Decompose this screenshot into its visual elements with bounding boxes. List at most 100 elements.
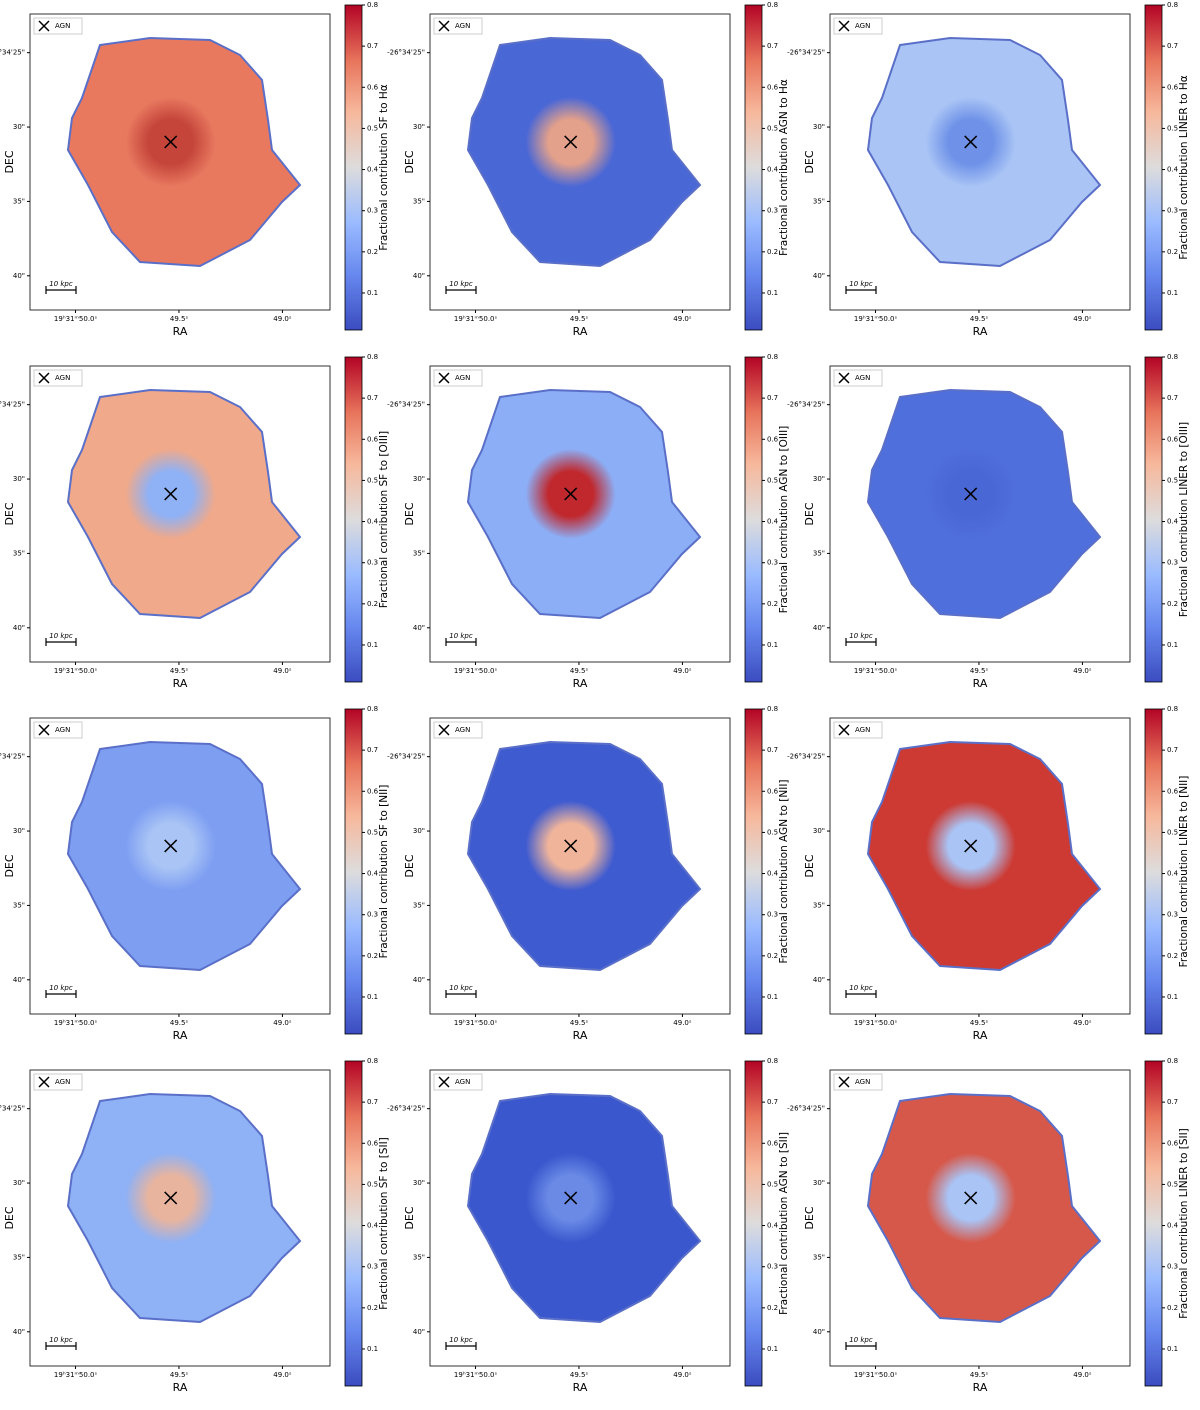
colorbar-tick-label: 0.1 (767, 1345, 778, 1353)
scale-bar-label: 10 kpc (449, 1336, 473, 1344)
emission-map (866, 388, 1102, 620)
legend-label: AGN (455, 22, 470, 30)
y-tick-label: 35" (413, 901, 425, 909)
x-tick-label: 19ʰ31ᵐ50.0ˢ (454, 1371, 498, 1379)
y-tick-label: -26°34'25" (0, 1105, 25, 1113)
y-tick-label: 35" (813, 901, 825, 909)
legend-box (433, 17, 483, 35)
y-tick-label: 30" (813, 123, 825, 131)
colorbar-tick-label: 0.1 (367, 993, 378, 1001)
legend-box (833, 369, 883, 387)
colorbar-tick-label: 0.4 (1167, 166, 1179, 174)
colorbar-tick-label: 0.8 (1167, 1, 1178, 9)
y-tick-label: 40" (813, 1328, 825, 1336)
emission-map (466, 36, 702, 268)
legend-label: AGN (855, 1078, 870, 1086)
colorbar-tick-label: 0.8 (367, 353, 378, 361)
colorbar-tick-label: 0.8 (767, 1, 778, 9)
legend-box (433, 1073, 483, 1091)
colorbar-label: Fractional contribution LINER to [NII] (1178, 776, 1190, 968)
colorbar-tick-label: 0.1 (367, 641, 378, 649)
scale-bar-label: 10 kpc (49, 280, 73, 288)
scale-bar (845, 286, 877, 294)
colorbar-tick-label: 0.1 (1167, 289, 1178, 297)
emission-map (66, 740, 302, 972)
colorbar-tick-label: 0.6 (367, 435, 379, 443)
colorbar-tick-label: 0.5 (367, 828, 378, 836)
scale-bar (45, 286, 77, 294)
colorbar-tick-label: 0.5 (1167, 828, 1178, 836)
colorbar-tick-label: 0.7 (1167, 746, 1178, 754)
y-tick-label: 30" (813, 1179, 825, 1187)
y-axis-label: DEC (803, 150, 816, 173)
x-axis-label: RA (173, 677, 188, 690)
legend-box (33, 369, 83, 387)
colorbar-tick-label: 0.2 (1167, 600, 1178, 608)
axes-frame (29, 717, 331, 1015)
y-tick-label: -26°34'25" (0, 401, 25, 409)
x-tick-label: 49.5ˢ (570, 667, 589, 675)
colorbar (744, 1060, 763, 1387)
y-tick-label: 40" (13, 624, 25, 632)
colorbar-label: Fractional contribution SF to [OIII] (378, 431, 390, 608)
x-tick-label: 49.5ˢ (170, 1019, 189, 1027)
y-tick-label: -26°34'25" (787, 401, 825, 409)
y-tick-label: -26°34'25" (387, 753, 425, 761)
x-axis-label: RA (573, 325, 588, 338)
colorbar-tick-label: 0.6 (1167, 83, 1179, 91)
scale-bar (445, 286, 477, 294)
colorbar-tick-label: 0.6 (767, 787, 779, 795)
colorbar-tick-label: 0.7 (1167, 1098, 1178, 1106)
y-tick-label: 35" (13, 197, 25, 205)
x-tick-label: 49.0ˢ (1073, 1371, 1092, 1379)
y-tick-label: -26°34'25" (387, 1105, 425, 1113)
colorbar-tick-label: 0.6 (367, 787, 379, 795)
x-axis-label: RA (573, 1029, 588, 1042)
colorbar-tick-label: 0.6 (767, 435, 779, 443)
colorbar-tick-label: 0.3 (367, 1263, 378, 1271)
legend-label: AGN (55, 22, 70, 30)
x-tick-label: 49.0ˢ (1073, 667, 1092, 675)
colorbar-tick-label: 0.3 (767, 207, 778, 215)
x-tick-label: 19ʰ31ᵐ50.0ˢ (454, 1019, 498, 1027)
colorbar-tick-label: 0.5 (767, 1180, 778, 1188)
colorbar-tick-label: 0.4 (1167, 518, 1179, 526)
colorbar-tick-label: 0.5 (767, 124, 778, 132)
colorbar-tick-label: 0.5 (1167, 124, 1178, 132)
legend-box (833, 17, 883, 35)
legend-marker (38, 20, 50, 32)
x-tick-label: 49.0ˢ (673, 667, 692, 675)
y-tick-label: 35" (813, 549, 825, 557)
agn-marker (564, 1191, 578, 1205)
axes-frame (29, 1069, 331, 1367)
x-tick-label: 19ʰ31ᵐ50.0ˢ (454, 667, 498, 675)
colorbar-label: Fractional contribution LINER to [SII] (1178, 1128, 1190, 1319)
agn-marker (964, 1191, 978, 1205)
colorbar-tick-label: 0.3 (367, 207, 378, 215)
x-tick-label: 49.5ˢ (970, 667, 989, 675)
axes-frame (429, 1069, 731, 1367)
colorbar-tick-label: 0.4 (367, 518, 379, 526)
y-tick-label: 35" (813, 1253, 825, 1261)
scale-bar (45, 990, 77, 998)
y-axis-label: DEC (3, 150, 16, 173)
y-axis-label: DEC (403, 150, 416, 173)
emission-map (66, 36, 302, 268)
scale-bar (45, 638, 77, 646)
colorbar-tick-label: 0.8 (767, 1057, 778, 1065)
colorbar-tick-label: 0.2 (367, 600, 378, 608)
x-tick-label: 49.5ˢ (170, 315, 189, 323)
colorbar (744, 356, 763, 683)
colorbar-tick-label: 0.6 (767, 1139, 779, 1147)
colorbar-label: Fractional contribution SF to [SII] (378, 1137, 390, 1310)
legend-label: AGN (55, 726, 70, 734)
axes-frame (829, 13, 1131, 311)
scale-bar-label: 10 kpc (449, 280, 473, 288)
axes-frame (429, 365, 731, 663)
colorbar-tick-label: 0.2 (367, 1304, 378, 1312)
colorbar-tick-label: 0.6 (1167, 435, 1179, 443)
emission-map (66, 388, 302, 620)
colorbar-tick-label: 0.6 (1167, 787, 1179, 795)
y-axis-label: DEC (403, 1206, 416, 1229)
scale-bar (845, 1342, 877, 1350)
